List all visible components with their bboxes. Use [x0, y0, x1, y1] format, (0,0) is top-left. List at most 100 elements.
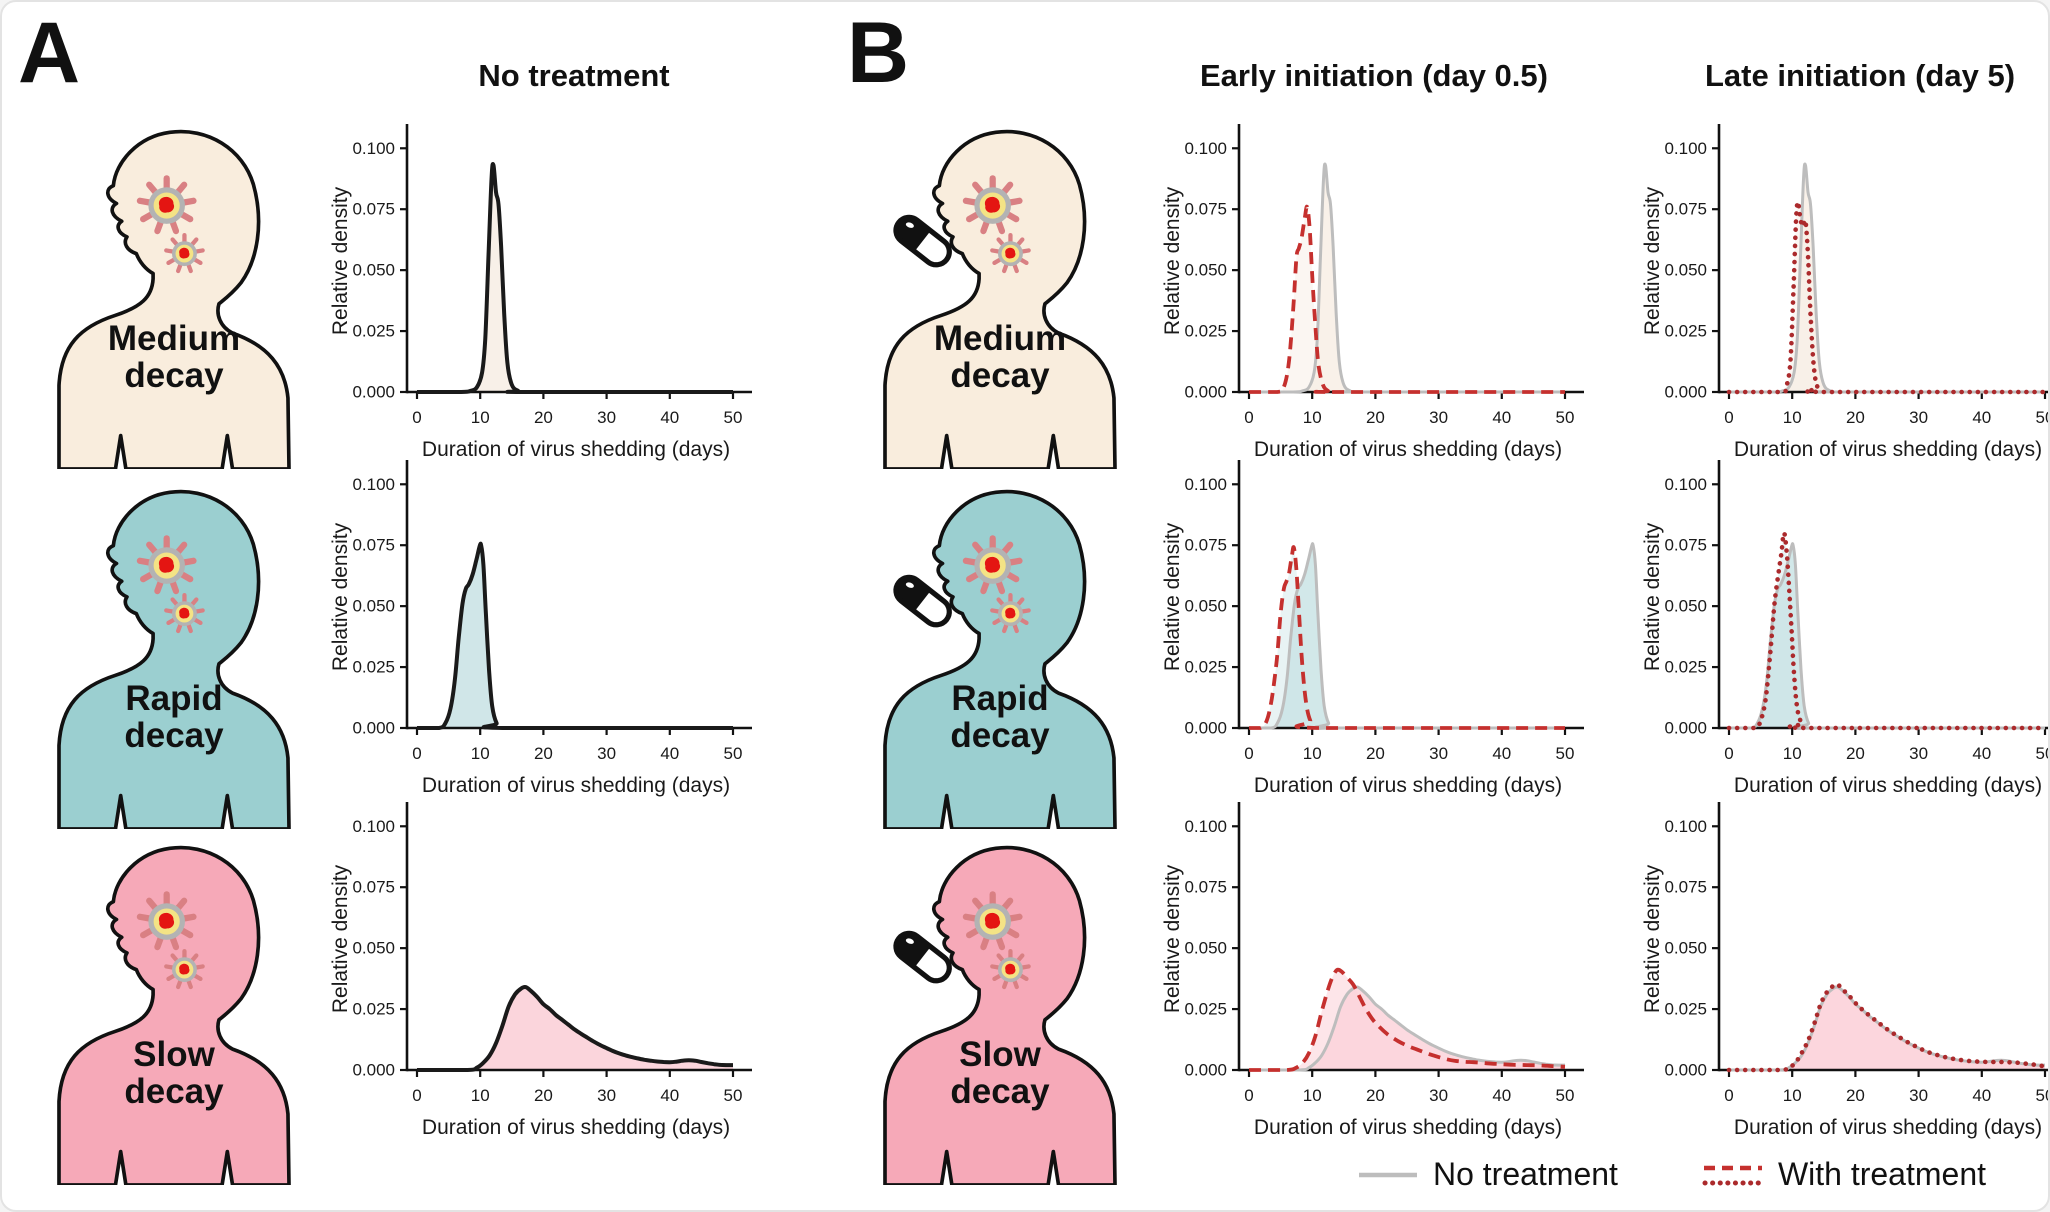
- x-axis-title: Duration of virus shedding (days): [1734, 438, 2042, 461]
- x-tick-label: 50: [2036, 1086, 2050, 1105]
- x-tick-label: 0: [1724, 744, 1733, 763]
- density-area: [1249, 543, 1565, 728]
- y-tick-label: 0.000: [1184, 1061, 1227, 1080]
- y-tick-label: 0.000: [1184, 719, 1227, 738]
- x-tick-label: 30: [597, 744, 616, 763]
- y-tick-label: 0.025: [352, 322, 395, 341]
- density-curve-black-solid: [417, 984, 734, 1072]
- body-figure-rapid-decay-treated: Rapid decay: [870, 484, 1130, 829]
- y-tick-label: 0.075: [352, 200, 395, 219]
- legend-item-with-treatment: With treatment: [1702, 1156, 1986, 1193]
- chart-slow-no-treatment: 0.000 0.025 0.050 0.075 0.100 0 10 20 30 40 50 Dura…: [327, 794, 757, 1146]
- body-label-line1: Rapid: [951, 679, 1049, 718]
- body-figure-slow-decay-treated: Slow decay: [870, 840, 1130, 1185]
- density-area: [1249, 206, 1565, 392]
- y-axis-title: Relative density: [1161, 186, 1184, 335]
- y-tick-label: 0.025: [1184, 658, 1227, 677]
- virus-icon: [990, 233, 1031, 274]
- legend-item-no-treatment: No treatment: [1357, 1156, 1618, 1193]
- density-chart-svg: 0.000 0.025 0.050 0.075 0.100 0 10 20 30 40 50 Dura…: [1161, 802, 1584, 1139]
- chart-slow-early-initiation: 0.000 0.025 0.050 0.075 0.100 0 10 20 30 40 50 Dura…: [1159, 794, 1589, 1146]
- body-label-line2: decay: [124, 1072, 224, 1112]
- x-tick-label: 50: [2036, 408, 2050, 427]
- column-title-no-treatment: No treatment: [478, 58, 670, 93]
- human-silhouette-svg: [57, 489, 291, 829]
- density-curve-red-dashed: [1249, 545, 1565, 730]
- x-tick-label: 10: [1303, 408, 1322, 427]
- x-tick-label: 40: [660, 1086, 679, 1105]
- chart-medium-no-treatment: 0.000 0.025 0.050 0.075 0.100 0 10 20 30 40 50 Dura…: [327, 116, 757, 468]
- x-tick-label: 40: [1492, 1086, 1511, 1105]
- x-tick-label: 50: [1556, 1086, 1575, 1105]
- body-outline: [57, 129, 291, 469]
- x-tick-label: 40: [1972, 408, 1991, 427]
- body-label-rapid-decay: Rapid decay: [950, 680, 1049, 755]
- x-tick-label: 30: [1909, 744, 1928, 763]
- y-axis-title: Relative density: [329, 186, 352, 335]
- y-tick-label: 0.025: [1184, 1000, 1227, 1019]
- y-tick-label: 0.075: [1184, 878, 1227, 897]
- y-tick-label: 0.100: [352, 475, 395, 494]
- y-axis-title: Relative density: [1641, 864, 1664, 1013]
- y-tick-label: 0.050: [352, 261, 395, 280]
- x-tick-label: 10: [1303, 1086, 1322, 1105]
- y-axis-title: Relative density: [1641, 522, 1664, 671]
- density-area: [1729, 532, 2045, 728]
- pill-capsule-icon: [893, 930, 952, 984]
- body-label-medium-decay: Medium decay: [108, 320, 240, 395]
- density-chart-svg: 0.000 0.025 0.050 0.075 0.100 0 10 20 30 40 50 Dura…: [1641, 124, 2050, 461]
- virus-icon: [136, 891, 197, 951]
- y-tick-label: 0.050: [352, 939, 395, 958]
- y-axis-title: Relative density: [1161, 864, 1184, 1013]
- density-area: [1729, 163, 2045, 392]
- density-chart-svg: 0.000 0.025 0.050 0.075 0.100 0 10 20 30 40 50 Dura…: [1641, 802, 2050, 1139]
- body-label-rapid-decay: Rapid decay: [124, 680, 223, 755]
- density-curve-gray-solid: [1249, 542, 1565, 730]
- body-label-line1: Slow: [133, 1035, 215, 1074]
- x-tick-label: 20: [534, 408, 553, 427]
- x-tick-label: 10: [1783, 408, 1802, 427]
- y-tick-label: 0.075: [1664, 536, 1707, 555]
- y-axis-title: Relative density: [1641, 186, 1664, 335]
- density-chart-svg: 0.000 0.025 0.050 0.075 0.100 0 10 20 30 40 50 Dura…: [329, 124, 752, 461]
- y-tick-label: 0.025: [1664, 658, 1707, 677]
- x-tick-label: 40: [1492, 408, 1511, 427]
- body-label-line2: decay: [950, 1072, 1050, 1112]
- density-curve-red-dotted: [1726, 530, 2048, 731]
- x-tick-label: 50: [724, 1086, 743, 1105]
- x-tick-label: 50: [2036, 744, 2050, 763]
- x-tick-label: 20: [1366, 744, 1385, 763]
- x-tick-label: 40: [660, 744, 679, 763]
- x-axis-title: Duration of virus shedding (days): [1254, 774, 1562, 797]
- chart-slow-late-initiation: 0.000 0.025 0.050 0.075 0.100 0 10 20 30 40 50 Dura…: [1639, 794, 2050, 1146]
- x-tick-label: 0: [412, 408, 421, 427]
- x-tick-label: 0: [1724, 408, 1733, 427]
- density-area: [417, 986, 733, 1070]
- density-area: [417, 543, 733, 728]
- body-label-slow-decay: Slow decay: [124, 1036, 223, 1111]
- x-tick-label: 10: [471, 1086, 490, 1105]
- density-chart-svg: 0.000 0.025 0.050 0.075 0.100 0 10 20 30 40 50 Dura…: [329, 802, 752, 1139]
- x-tick-label: 40: [1492, 744, 1511, 763]
- body-label-line2: decay: [124, 356, 224, 396]
- y-tick-label: 0.100: [1664, 475, 1707, 494]
- y-axis-title: Relative density: [329, 522, 352, 671]
- y-tick-label: 0.100: [352, 817, 395, 836]
- x-tick-label: 0: [1244, 1086, 1253, 1105]
- density-chart-svg: 0.000 0.025 0.050 0.075 0.100 0 10 20 30 40 50 Dura…: [1641, 460, 2050, 797]
- y-tick-label: 0.025: [1664, 322, 1707, 341]
- legend: No treatment With treatment: [1357, 1156, 1986, 1193]
- body-label-slow-decay: Slow decay: [950, 1036, 1049, 1111]
- density-area: [1249, 547, 1565, 728]
- density-chart-svg: 0.000 0.025 0.050 0.075 0.100 0 10 20 30 40 50 Dura…: [1161, 460, 1584, 797]
- y-tick-label: 0.050: [352, 597, 395, 616]
- human-silhouette-svg: [883, 489, 1117, 829]
- chart-rapid-early-initiation: 0.000 0.025 0.050 0.075 0.100 0 10 20 30 40 50 Dura…: [1159, 452, 1589, 804]
- legend-label-with-treatment: With treatment: [1777, 1156, 1986, 1192]
- x-tick-label: 0: [412, 1086, 421, 1105]
- chart-medium-late-initiation: 0.000 0.025 0.050 0.075 0.100 0 10 20 30 40 50 Dura…: [1639, 116, 2050, 468]
- body-label-line1: Medium: [933, 319, 1067, 358]
- y-tick-label: 0.075: [1664, 200, 1707, 219]
- virus-icon: [990, 949, 1031, 990]
- density-chart-svg: 0.000 0.025 0.050 0.075 0.100 0 10 20 30 40 50 Dura…: [1161, 124, 1584, 461]
